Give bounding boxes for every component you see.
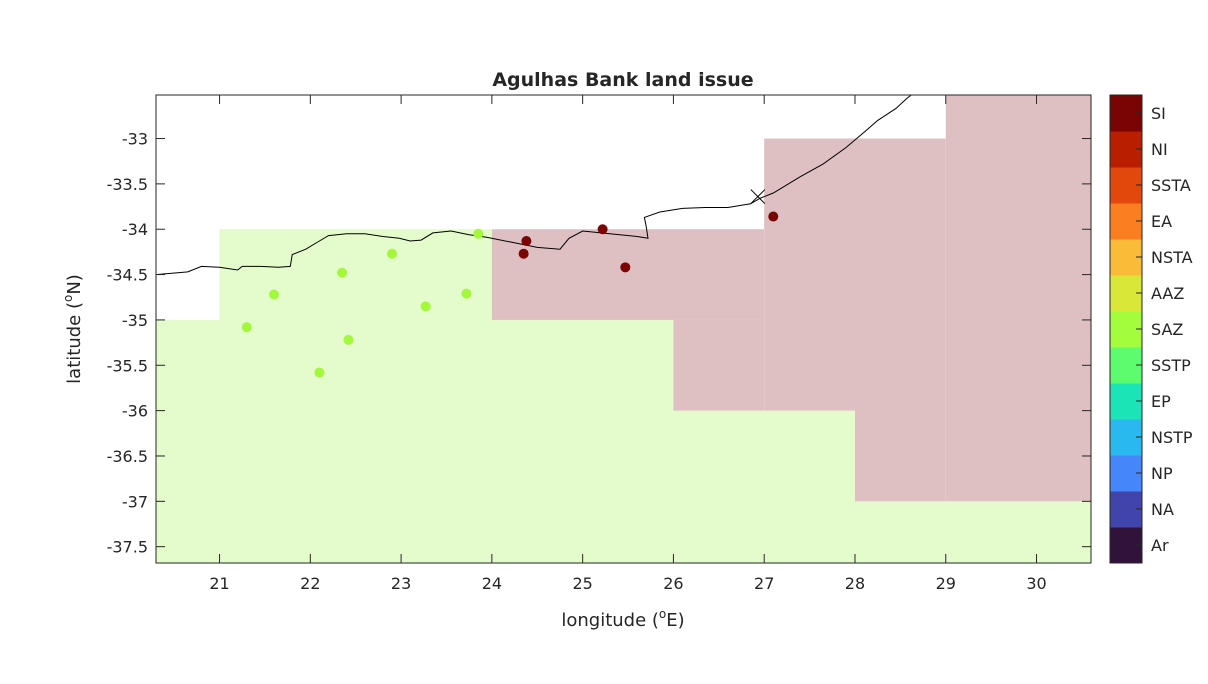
region-cell-si	[764, 138, 855, 411]
colorbar-label: NP	[1151, 464, 1173, 483]
y-tick-label: -35	[122, 311, 148, 330]
y-tick-label: -35.5	[107, 356, 148, 375]
station-marker-si	[768, 211, 779, 222]
station-marker-saz	[314, 367, 325, 378]
x-tick-label: 28	[845, 574, 865, 593]
province-regions	[156, 95, 1091, 564]
y-tick-label: -37	[122, 492, 148, 511]
station-marker-saz	[420, 301, 431, 312]
region-cell-saz	[673, 410, 855, 563]
colorbar-label: SSTA	[1151, 176, 1191, 195]
region-cell-saz	[156, 319, 220, 563]
colorbar-label: SI	[1151, 104, 1166, 123]
station-marker-saz	[337, 267, 348, 278]
colorbar-label: NA	[1151, 500, 1174, 519]
y-tick-label: -33	[122, 130, 148, 149]
x-tick-label: 30	[1026, 574, 1046, 593]
colorbar: Ar NA NP NSTP EP SSTP SAZ AAZ NSTA EA SSTA NI SI	[1109, 94, 1193, 564]
region-cell-si	[491, 229, 765, 320]
station-marker-saz	[343, 334, 354, 345]
region-cell-si	[673, 319, 765, 411]
region-cell-si	[854, 138, 946, 502]
x-tick-label: 21	[209, 574, 229, 593]
chart-title: Agulhas Bank land issue	[492, 69, 753, 91]
region-cell-si	[945, 95, 1091, 502]
y-tick-label: -33.5	[107, 175, 148, 194]
region-cell-saz	[854, 501, 1091, 563]
station-marker-si	[620, 262, 631, 273]
y-tick-label: -36.5	[107, 447, 148, 466]
colorbar-label: EA	[1151, 212, 1172, 231]
y-tick-label: -36	[122, 402, 148, 421]
x-tick-label: 23	[391, 574, 411, 593]
region-cell-saz	[219, 229, 492, 564]
x-tick-label: 26	[663, 574, 683, 593]
colorbar-label: AAZ	[1151, 284, 1184, 303]
station-marker-si	[518, 248, 529, 259]
y-axis-label: latitude (oN)	[61, 274, 85, 384]
colorbar-box	[1109, 94, 1143, 564]
colorbar-label: NSTA	[1151, 248, 1193, 267]
x-tick-label: 29	[936, 574, 956, 593]
colorbar-label: EP	[1151, 392, 1171, 411]
station-marker-saz	[461, 288, 472, 299]
colorbar-label: SAZ	[1151, 320, 1183, 339]
x-tick-label: 27	[754, 574, 774, 593]
y-tick-label: -34.5	[107, 266, 148, 285]
x-tick-label: 25	[572, 574, 592, 593]
y-tick-label: -34	[122, 220, 148, 239]
axis-ticks: 21 22 23 24 25 26 27 28 29 30 -33 -33.5 -34 -34.5 -35 -…	[107, 95, 1091, 593]
region-cell-saz	[491, 319, 674, 563]
plot-area: 21 22 23 24 25 26 27 28 29 30 -33 -33.5 -34 -34.5 -35 -…	[107, 94, 1092, 593]
y-tick-label: -37.5	[107, 538, 148, 557]
x-axis-label: longitude (oE)	[561, 607, 684, 631]
station-marker-saz	[241, 322, 252, 333]
colorbar-label: NSTP	[1151, 428, 1193, 447]
cross-marker	[750, 189, 766, 204]
station-marker-saz	[269, 289, 280, 300]
x-tick-label: 24	[482, 574, 502, 593]
colorbar-label: NI	[1151, 140, 1168, 159]
station-markers	[241, 189, 779, 378]
colorbar-label: SSTP	[1151, 356, 1191, 375]
colorbar-label: Ar	[1151, 536, 1169, 555]
axes-box	[155, 94, 1092, 564]
station-marker-saz	[473, 228, 484, 239]
station-marker-si	[521, 236, 532, 247]
station-marker-si	[597, 224, 608, 235]
x-tick-label: 22	[300, 574, 320, 593]
station-marker-saz	[387, 248, 398, 259]
